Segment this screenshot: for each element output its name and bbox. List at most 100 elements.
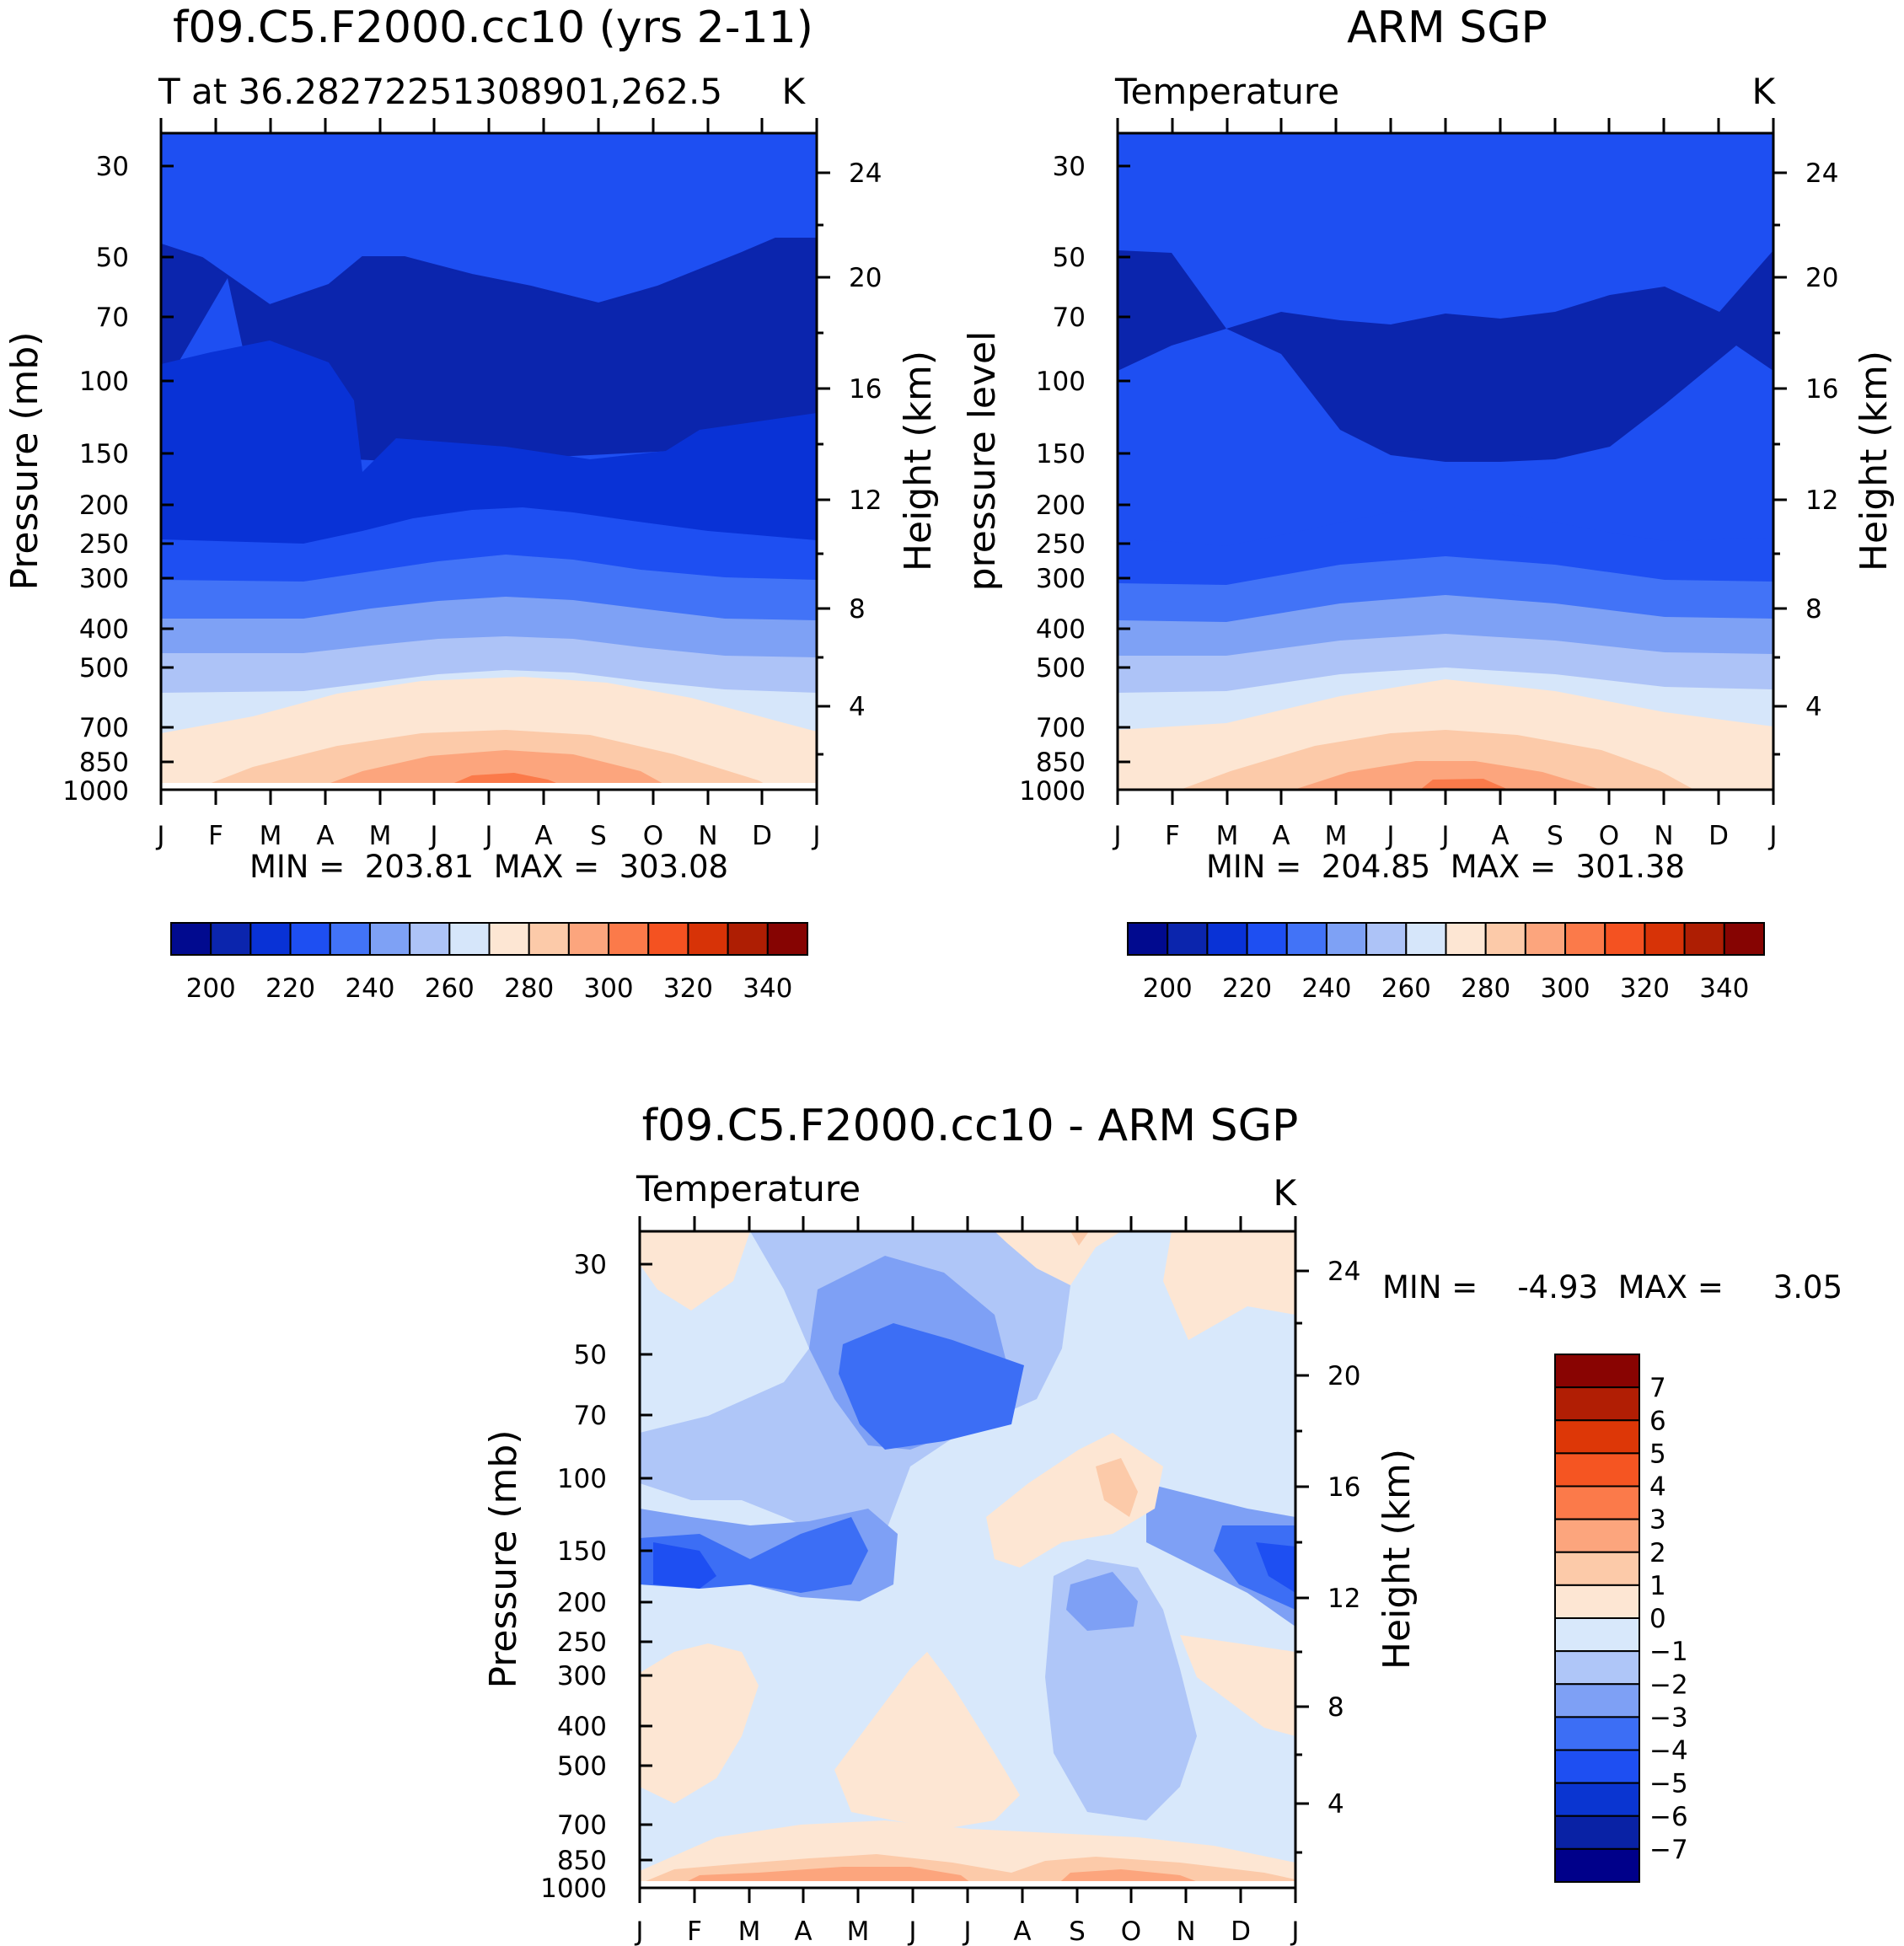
obs-minmax: MIN = 204.85 MAX = 301.38 [1206, 849, 1685, 885]
diff-ytick-500: 500 [557, 1751, 607, 1782]
diff-colorbar-label: −5 [1649, 1769, 1688, 1799]
model-colorbar-swatch [409, 922, 451, 956]
model-fill-220 [161, 340, 817, 546]
model-ytick-500: 500 [79, 653, 129, 684]
model-xticks: J F M A M J J A S O N D J [155, 821, 820, 851]
diff-right-ticks: 24 20 16 12 8 4 [1295, 1257, 1360, 1854]
obs-ytick-200: 200 [1036, 491, 1086, 521]
model-ytick-850: 850 [79, 748, 129, 778]
model-contour-line [160, 238, 817, 307]
obs-htick-20: 20 [1805, 263, 1838, 293]
model-colorbar-swatch [329, 922, 371, 956]
model-xtick-2: M [260, 821, 282, 851]
obs-ytick-500: 500 [1036, 653, 1086, 684]
model-colorbar-label: 340 [743, 973, 792, 1004]
panel-model-subtitle: T at 36.28272251308901,262.5 [158, 71, 722, 112]
diff-fill-n4-mid [653, 1542, 716, 1589]
diff-colorbar-swatch [1554, 1617, 1640, 1653]
obs-colorbar-swatch [1127, 922, 1169, 956]
obs-ylabel: pressure level [961, 331, 1004, 592]
model-colorbar-swatch [567, 922, 610, 956]
model-htick-8: 8 [849, 594, 866, 625]
model-xtick-8: S [590, 821, 607, 851]
diff-fill-pos-lower-mid [834, 1652, 1020, 1829]
model-ytick-100: 100 [79, 367, 129, 397]
diff-htick-8: 8 [1327, 1692, 1344, 1723]
obs-fill-215 [1118, 250, 1773, 462]
diff-ytick-1000: 1000 [540, 1874, 607, 1904]
diff-colorbar-label: −1 [1649, 1637, 1688, 1667]
diff-colorbar-label: −3 [1649, 1702, 1688, 1733]
obs-xtick-11: D [1708, 821, 1729, 851]
diff-nodata-strip [640, 1881, 1295, 1888]
obs-xtick-8: S [1547, 821, 1563, 851]
model-ytick-200: 200 [79, 491, 129, 521]
diff-colorbar-swatch [1554, 1419, 1640, 1455]
obs-colorbar-swatch [1604, 922, 1646, 956]
diff-ytick-50: 50 [574, 1340, 607, 1370]
diff-colorbar-swatch [1554, 1452, 1640, 1488]
obs-colorbar: 200 220 240 260 280 300 320 340 [1127, 922, 1765, 1004]
model-ytick-150: 150 [79, 439, 129, 469]
diff-ylabel-right: Height (km) [1376, 1449, 1419, 1670]
model-colorbar-label: 260 [425, 973, 475, 1004]
obs-colorbar-swatch [1564, 922, 1606, 956]
diff-xtick-5: J [907, 1917, 916, 1946]
diff-left-ticks: 30 50 70 100 150 200 250 300 400 500 700… [540, 1250, 652, 1904]
diff-htick-20: 20 [1327, 1361, 1360, 1391]
model-minmax: MIN = 203.81 MAX = 303.08 [249, 849, 728, 885]
model-colorbar-label: 320 [663, 973, 713, 1004]
obs-colorbar-swatch [1167, 922, 1209, 956]
obs-colorbar-swatch [1723, 922, 1765, 956]
model-left-ticks: 30 50 70 100 150 200 250 300 400 500 700… [62, 152, 174, 807]
diff-fill-n2-right-inner [1066, 1572, 1138, 1631]
diff-fill-pos-lower-left [640, 1643, 759, 1804]
obs-height-tick-marks [1773, 171, 1787, 756]
diff-xticks: J F M A M J J A S O N D J [634, 1917, 1299, 1946]
model-colorbar-swatch [528, 922, 570, 956]
diff-xtick-2: M [738, 1917, 761, 1946]
diff-ytick-850: 850 [557, 1846, 607, 1876]
diff-colorbar-swatch [1554, 1749, 1640, 1784]
obs-colorbar-swatch [1405, 922, 1447, 956]
obs-htick-8: 8 [1805, 594, 1822, 625]
panel-obs-units: K [1751, 71, 1776, 112]
obs-colorbar-swatch [1445, 922, 1487, 956]
diff-colorbar-label: 3 [1649, 1505, 1666, 1536]
panel-diff-title: f09.C5.F2000.cc10 - ARM SGP [642, 1101, 1299, 1151]
model-xtick-4: M [369, 821, 392, 851]
panel-model-title: f09.C5.F2000.cc10 (yrs 2-11) [173, 3, 813, 53]
obs-colorbar-label: 240 [1301, 973, 1351, 1004]
diff-colorbar-swatch [1554, 1650, 1640, 1686]
model-colorbar-swatch [368, 922, 411, 956]
model-colorbar-swatch [210, 922, 252, 956]
diff-fill-n3-upper [839, 1323, 1024, 1450]
model-ylabel: Pressure (mb) [3, 332, 46, 591]
diff-minmax: MIN = -4.93 MAX = 3.05 [1382, 1269, 1842, 1305]
model-right-ticks: 24 20 16 12 8 4 [817, 158, 882, 756]
diff-xtick-9: O [1121, 1917, 1141, 1946]
obs-ytick-150: 150 [1036, 439, 1086, 469]
model-ytick-250: 250 [79, 529, 129, 560]
model-ytick-300: 300 [79, 564, 129, 594]
model-colorbar-swatch [289, 922, 331, 956]
obs-colorbar-swatch [1644, 922, 1686, 956]
obs-colorbar-swatch [1325, 922, 1368, 956]
diff-colorbar-swatch [1554, 1386, 1640, 1422]
diff-fill-pos-mid-right2 [1096, 1458, 1138, 1517]
panel-obs-plot [1118, 133, 1773, 790]
obs-xtick-4: M [1325, 821, 1348, 851]
obs-xtick-9: O [1599, 821, 1619, 851]
diff-htick-4: 4 [1327, 1789, 1344, 1820]
diff-colorbar-swatch [1554, 1354, 1640, 1389]
diff-colorbar-swatch [1554, 1584, 1640, 1619]
obs-xtick-2: M [1216, 821, 1239, 851]
diff-colorbar-swatch [1554, 1847, 1640, 1883]
obs-htick-24: 24 [1805, 158, 1838, 189]
diff-xtick-3: A [794, 1917, 812, 1946]
diff-colorbar-swatch [1554, 1683, 1640, 1718]
diff-ytick-300: 300 [557, 1661, 607, 1691]
obs-colorbar-swatch [1683, 922, 1725, 956]
diff-colorbar-label: −7 [1649, 1835, 1688, 1865]
